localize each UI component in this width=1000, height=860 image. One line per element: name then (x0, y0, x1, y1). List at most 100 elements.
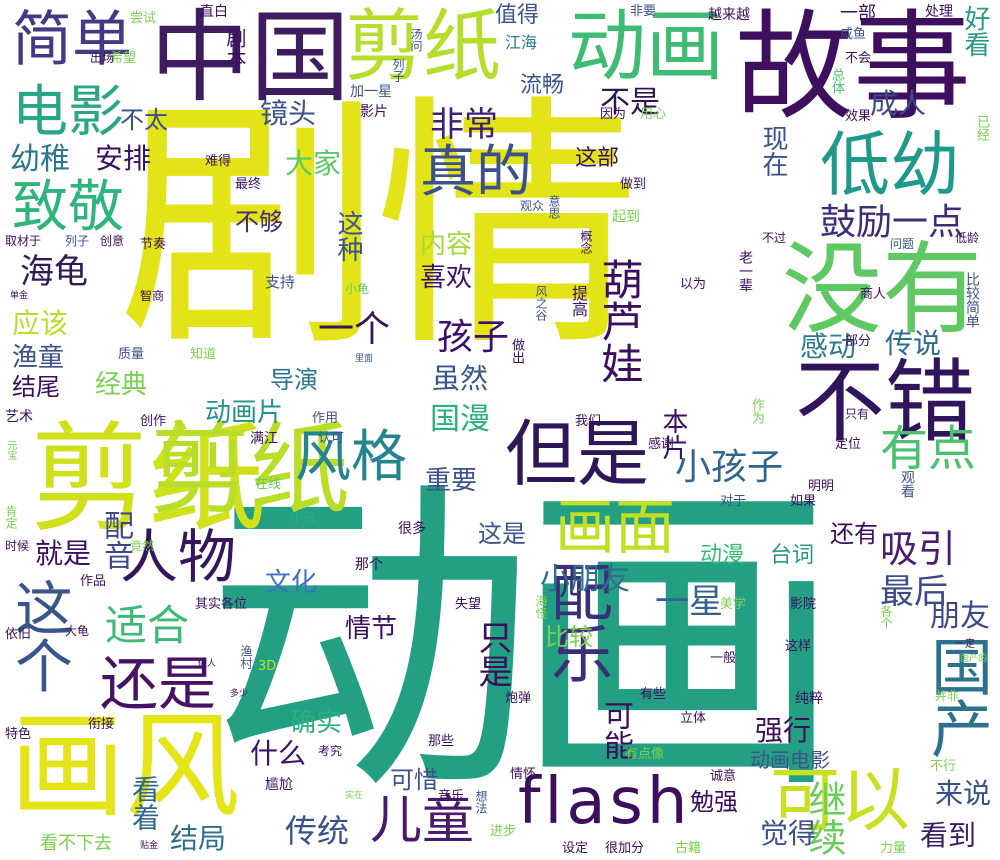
word-qucaiyu: 取材于 (5, 234, 42, 248)
word-xianyu: 咸鱼 (840, 27, 867, 42)
word-zhichi: 支持 (265, 273, 296, 291)
word-zaixian: 在线 (255, 477, 282, 492)
word-chuanshuo: 传说 (885, 327, 942, 360)
word-bijiaojiandan: 比较简单 (964, 272, 980, 328)
word-fengzhigu: 风之谷 (534, 285, 548, 321)
word-qingjie: 情节 (345, 614, 398, 644)
word-shizai: 实在 (345, 791, 364, 801)
word-sheding: 设定 (562, 841, 589, 856)
word-yisi: 意思 (547, 195, 561, 219)
word-laoyibei: 老一辈 (737, 250, 753, 292)
word-kandao: 看到 (920, 819, 977, 852)
word-yuelaiyue: 越来越 (708, 7, 750, 23)
word-zuoren: 做人 (198, 659, 217, 669)
word-donghua-top: 动画 (568, 2, 725, 92)
word-wenti: 问题 (890, 237, 915, 251)
word-yiding: 一定 (955, 639, 975, 650)
word-youxie: 有些 (640, 687, 667, 702)
word-chengren: 成人 (870, 87, 927, 120)
word-neirong: 内容 (420, 230, 473, 260)
word-zuoyong: 作用 (312, 411, 339, 426)
word-xiyin: 吸引 (880, 527, 957, 571)
word-jianghai: 江海 (505, 33, 538, 52)
word-guankan: 观看 (899, 470, 915, 498)
word-xiaopengyou: 小朋友 (540, 562, 630, 597)
word-bucuo: 不错 (795, 350, 975, 455)
word-jingdian: 经典 (95, 370, 148, 400)
word-wenhua: 文化 (265, 568, 318, 598)
word-zhiyou: 只有 (845, 407, 870, 421)
word-jingtou: 镜头 (260, 97, 317, 130)
word-paodan: 炮弹 (505, 691, 532, 706)
word-yishu: 艺术 (5, 409, 33, 425)
word-jiushi: 就是 (35, 537, 92, 570)
word-liezi-2: 列子 (65, 234, 90, 248)
word-xihuan: 喜欢 (420, 263, 473, 293)
word-ruguo: 如果 (790, 494, 817, 509)
word-limian: 里面 (355, 354, 374, 364)
word-yingyuan: 影院 (790, 597, 817, 612)
word-guochan: 国产 (920, 635, 993, 759)
word-manjiang: 满江 (250, 431, 278, 447)
word-buhui: 不会 (845, 51, 872, 66)
word-xiaogui: 小龟 (345, 282, 370, 296)
word-qidao: 起到 (612, 209, 640, 225)
word-kending: 肯定 (4, 505, 18, 529)
word-xiaoguo: 效果 (845, 109, 872, 124)
word-jianzhi-mid: 剪纸 (150, 411, 350, 528)
word-ganga: 尴尬 (265, 777, 293, 793)
word-kaojiu: 考究 (318, 744, 343, 758)
word-liuchang: 流畅 (520, 73, 565, 98)
word-changshi: 尝试 (130, 11, 157, 26)
word-zuihou: 最后 (880, 572, 948, 612)
word-liezi-1: 列子 (391, 58, 405, 82)
word-huafeng: 画风 (10, 700, 241, 834)
word-zhege: 这个 (5, 578, 73, 694)
word-ganxie: 感谢 (648, 437, 675, 452)
word-yige: 一个 (318, 309, 391, 350)
word-juede: 觉得 (760, 817, 817, 850)
word-xiaohai: 小孩 (290, 511, 317, 526)
word-zuizhong: 最终 (235, 177, 262, 192)
word-zuochu: 做出 (509, 338, 524, 364)
word-zhibai: 直白 (200, 4, 228, 20)
word-danshi: 但是 (505, 412, 650, 496)
word-gulizidian: 鼓励一点 (820, 202, 965, 243)
word-buxing: 不行 (930, 759, 957, 774)
word-chuncui: 纯粹 (795, 691, 823, 707)
word-zongti: 总体 (829, 68, 844, 94)
word-tiejin: 贴金 (140, 841, 159, 851)
word-queshi: 确实 (290, 708, 343, 738)
word-diyou: 低幼 (820, 124, 960, 206)
word-kanbuxiaqu: 看不下去 (40, 833, 112, 854)
word-donghua-main: 动画 (205, 451, 843, 835)
word-xianjie: 衔接 (88, 717, 115, 732)
word-youdianxiang: 有点像 (625, 747, 665, 762)
word-youdian: 有点 (880, 421, 977, 477)
word-jixu: 继续 (802, 780, 846, 856)
word-yijiu: 依旧 (5, 627, 32, 642)
word-zhishi: 只是 (472, 620, 512, 688)
word-ertong: 儿童 (370, 791, 475, 851)
word-zhebu: 这部 (575, 146, 620, 171)
word-gandong: 感动 (800, 330, 857, 363)
word-donghuadianying: 动画电影 (750, 748, 830, 772)
word-shihou: 时候 (5, 539, 30, 553)
word-yinyue: 音乐 (438, 789, 465, 804)
word-shenme: 什么 (250, 737, 307, 770)
word-danjin: 单金 (10, 291, 29, 301)
word-yucun: 渔村 (239, 645, 253, 669)
word-chuangyi: 创意 (100, 234, 125, 248)
word-yutong: 渔童 (12, 343, 65, 373)
word-yinggai: 应该 (12, 307, 69, 340)
word-zhiliang: 质量 (118, 347, 145, 362)
word-dagui: 大龟 (65, 624, 90, 638)
word-qiangxing: 强行 (755, 714, 812, 747)
word-zhezhong: 这种 (333, 210, 363, 262)
word-yiban: 一般 (710, 651, 737, 666)
word-chuangzuo: 创作 (140, 414, 167, 429)
word-xianzai: 现在 (758, 125, 788, 177)
word-bijiao: 比较 (545, 623, 593, 651)
word-diling: 低龄 (955, 231, 980, 245)
